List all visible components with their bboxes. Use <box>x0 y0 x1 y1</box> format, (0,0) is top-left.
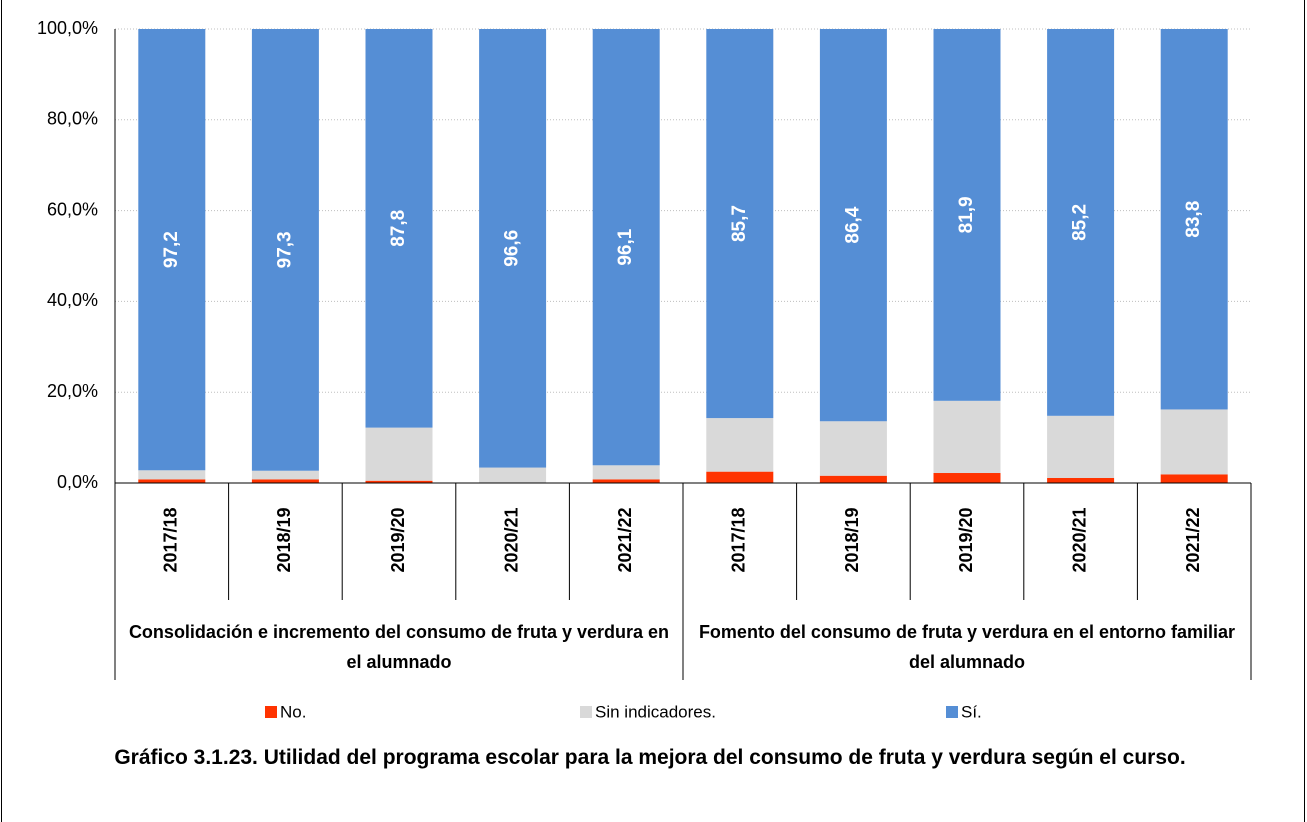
x-tick-label: 2018/19 <box>842 507 862 572</box>
chart-title: Gráfico 3.1.23. Utilidad del programa es… <box>114 746 1186 769</box>
bar-segment <box>592 465 660 480</box>
x-tick-label: 2019/20 <box>388 507 408 572</box>
bar-segment <box>1047 478 1115 483</box>
bar-segment <box>138 479 206 483</box>
legend-label: Sin indicadores. <box>595 702 716 721</box>
data-label: 85,7 <box>729 205 750 242</box>
data-label: 83,8 <box>1183 201 1204 238</box>
bar-segment <box>592 479 660 483</box>
bar-segment <box>251 470 319 480</box>
x-tick-label: 2020/21 <box>1069 507 1089 572</box>
bar-segment <box>819 475 887 483</box>
data-label: 97,2 <box>161 231 182 268</box>
legend-swatch <box>580 706 592 718</box>
x-tick-label: 2017/18 <box>729 507 749 572</box>
data-label: 86,4 <box>842 206 863 243</box>
bar-segment <box>365 427 433 481</box>
legend-swatch <box>265 706 277 718</box>
bar-segment <box>251 29 319 471</box>
bar-segment <box>138 29 206 471</box>
bar-segment <box>706 29 774 419</box>
bar-segment <box>1160 474 1228 483</box>
data-label: 81,9 <box>956 196 977 233</box>
bar-segment <box>1160 29 1228 410</box>
data-label: 87,8 <box>388 210 409 247</box>
bar-segment <box>479 467 547 483</box>
group-label: Fomento del consumo de fruta y verdura e… <box>698 622 1236 672</box>
x-tick-label: 2019/20 <box>956 507 976 572</box>
x-tick-label: 2018/19 <box>274 507 294 572</box>
bar-segment <box>706 418 774 472</box>
bar-segment <box>933 400 1001 474</box>
bar-segment <box>1160 409 1228 475</box>
bar-segment <box>933 473 1001 483</box>
data-label: 96,1 <box>615 228 636 265</box>
bar-segment <box>138 470 206 480</box>
legend-label: Sí. <box>961 702 982 721</box>
bar-segment <box>819 29 887 422</box>
y-tick-label: 100,0% <box>37 18 98 38</box>
bar-segment <box>365 480 433 483</box>
y-tick-label: 40,0% <box>47 290 98 310</box>
x-tick-label: 2017/18 <box>161 507 181 572</box>
y-tick-label: 20,0% <box>47 381 98 401</box>
x-tick-label: 2021/22 <box>1183 507 1203 572</box>
bar-segment <box>1047 415 1115 479</box>
bar-segment <box>933 29 1001 401</box>
y-tick-label: 0,0% <box>57 472 98 492</box>
bar-segment <box>479 29 547 468</box>
x-tick-label: 2021/22 <box>615 507 635 572</box>
group-label: Consolidación e incremento del consumo d… <box>128 622 670 672</box>
x-tick-label: 2020/21 <box>501 507 521 572</box>
data-label: 96,6 <box>502 230 523 267</box>
bar-segment <box>592 29 660 466</box>
data-label: 97,3 <box>274 231 295 268</box>
legend-swatch <box>946 706 958 718</box>
y-tick-label: 60,0% <box>47 199 98 219</box>
bar-segment <box>251 479 319 483</box>
bar-segment <box>706 471 774 483</box>
bar-segment <box>1047 29 1115 416</box>
legend-label: No. <box>280 702 306 721</box>
bar-segment <box>819 421 887 476</box>
bar-segment <box>365 29 433 428</box>
y-tick-label: 80,0% <box>47 109 98 129</box>
data-label: 85,2 <box>1070 204 1091 241</box>
